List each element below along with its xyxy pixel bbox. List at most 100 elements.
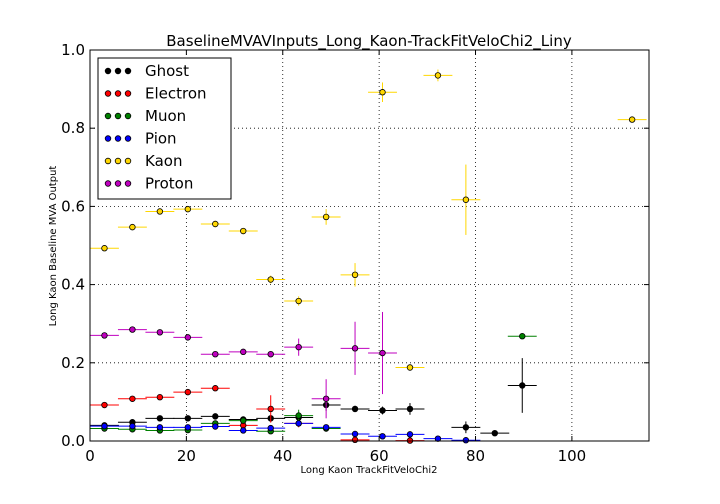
- data-point: [184, 388, 192, 396]
- data-point: [156, 329, 164, 336]
- data-point: [351, 430, 359, 438]
- plot-frame: [89, 49, 650, 442]
- legend-entry-pion: Pion: [145, 130, 177, 148]
- data-point: [184, 424, 192, 431]
- data-point: [379, 433, 386, 440]
- legend-marker: [104, 180, 112, 187]
- legend-marker: [114, 135, 122, 142]
- data-point: [184, 205, 192, 213]
- data-point: [351, 405, 359, 413]
- x-tick-label: 80: [466, 447, 485, 465]
- data-point: [101, 422, 108, 430]
- data-point: [267, 405, 274, 413]
- data-point: [240, 417, 247, 424]
- legend-marker: [104, 112, 112, 120]
- data-point: [462, 424, 470, 431]
- data-point: [156, 394, 164, 401]
- data-point: [240, 348, 247, 356]
- data-point: [212, 350, 219, 358]
- data-point: [129, 326, 136, 333]
- legend-marker: [124, 180, 132, 187]
- y-tick-label: 0.4: [61, 276, 85, 294]
- legend-marker: [114, 180, 122, 187]
- data-point: [379, 407, 386, 414]
- data-point: [156, 415, 164, 422]
- data-point: [295, 420, 302, 427]
- data-point: [129, 395, 136, 402]
- y-axis-label: Long Kaon Baseline MVA Output: [48, 166, 59, 327]
- legend-marker: [114, 90, 122, 97]
- x-tick-label: 40: [273, 447, 292, 465]
- data-point: [379, 89, 386, 96]
- series-pion: [90, 420, 481, 444]
- chart-title: BaselineMVAVInputs_Long_Kaon-TrackFitVel…: [166, 32, 572, 51]
- legend: Ghost Electron Muon Pion Kaon Proton: [97, 57, 232, 200]
- series-kaon: [90, 69, 647, 371]
- legend-marker: [124, 67, 132, 75]
- legend-marker: [114, 112, 122, 120]
- axis-ticks: 0 20 40 60 80 100 0.0 0.2 0.4 0.6 0.8 1.0: [61, 41, 649, 465]
- legend-entry-ghost: Ghost: [145, 62, 189, 80]
- data-point: [212, 413, 219, 420]
- data-point: [101, 245, 108, 252]
- legend-marker: [124, 135, 132, 142]
- legend-marker: [104, 67, 112, 75]
- legend-marker: [104, 90, 112, 97]
- data-point: [212, 220, 219, 228]
- data-point: [462, 437, 470, 444]
- y-tick-label: 1.0: [61, 41, 85, 59]
- legend-entry-electron: Electron: [145, 85, 207, 103]
- x-tick-label: 0: [85, 447, 95, 465]
- legend-box: [97, 57, 232, 200]
- data-point: [322, 424, 330, 431]
- legend-marker: [124, 157, 132, 165]
- legend-entry-kaon: Kaon: [145, 152, 182, 170]
- y-tick-label: 0.6: [61, 197, 85, 215]
- data-point: [295, 343, 302, 351]
- data-point: [628, 116, 636, 123]
- legend-entry-proton: Proton: [145, 175, 193, 193]
- data-point: [156, 208, 164, 215]
- legend-marker: [114, 67, 122, 75]
- legend-marker: [124, 112, 132, 120]
- data-point: [519, 382, 526, 389]
- data-point: [406, 364, 414, 371]
- data-point: [267, 424, 274, 432]
- data-point: [322, 395, 330, 402]
- legend-marker: [114, 157, 122, 165]
- data-point: [212, 423, 219, 430]
- data-point: [351, 271, 359, 279]
- y-tick-label: 0.2: [61, 354, 85, 372]
- data-point: [267, 276, 274, 283]
- data-point: [379, 349, 386, 357]
- data-point: [351, 345, 359, 352]
- data-point: [129, 223, 136, 231]
- data-point: [406, 431, 414, 438]
- data-point: [101, 332, 108, 339]
- x-axis-label: Long Kaon TrackFitVeloChi2: [301, 465, 438, 476]
- data-point: [240, 227, 247, 235]
- series-proton: [90, 311, 397, 419]
- x-tick-label: 100: [558, 447, 587, 465]
- data-point: [267, 350, 274, 358]
- legend-entry-muon: Muon: [145, 107, 186, 125]
- x-tick-label: 20: [177, 447, 196, 465]
- data-point: [351, 436, 359, 444]
- legend-marker: [124, 90, 132, 97]
- data-point: [462, 196, 470, 203]
- data-point: [156, 424, 164, 431]
- data-point: [519, 333, 526, 340]
- data-point: [184, 415, 192, 422]
- data-point: [129, 422, 136, 430]
- legend-marker: [104, 157, 112, 165]
- data-point: [184, 334, 192, 341]
- data-point: [101, 401, 108, 409]
- data-point: [434, 72, 442, 79]
- x-tick-label: 60: [370, 447, 389, 465]
- data-point: [491, 429, 498, 437]
- data-point: [240, 427, 247, 434]
- y-tick-label: 0.0: [61, 432, 85, 450]
- data-point: [212, 385, 219, 392]
- data-point: [295, 297, 302, 305]
